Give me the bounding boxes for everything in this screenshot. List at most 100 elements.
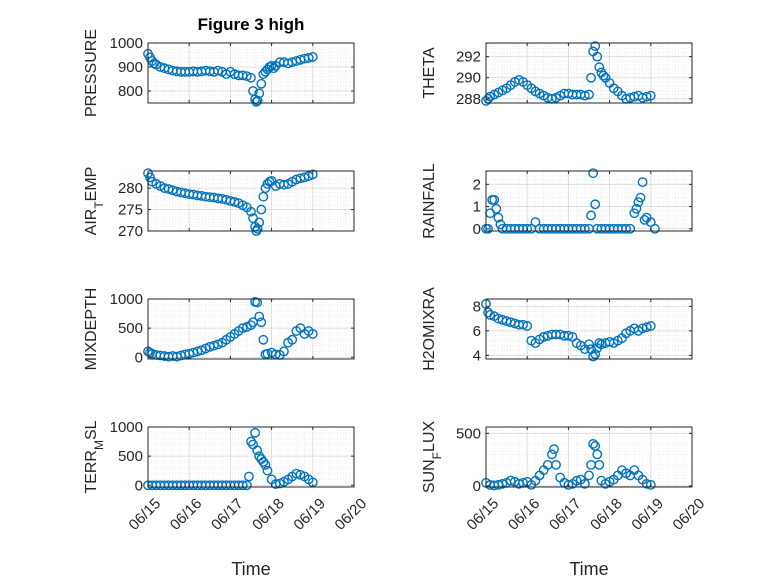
data-point <box>260 459 271 470</box>
y-tick-label: 500 <box>118 320 143 337</box>
data-point <box>579 478 590 489</box>
data-point <box>489 194 500 205</box>
data-point <box>586 210 596 221</box>
data-point <box>579 223 590 234</box>
y-tick-label: 1000 <box>110 291 143 308</box>
data-point <box>549 444 559 455</box>
data-point <box>588 168 599 179</box>
data-point <box>563 479 574 490</box>
data-point <box>592 51 603 62</box>
data-point <box>246 206 256 217</box>
y-tick-label: 1 <box>473 199 481 216</box>
axes-box <box>485 42 693 104</box>
data-point <box>584 89 594 100</box>
data-point <box>592 449 603 460</box>
y-tick-label: 0 <box>473 478 481 495</box>
data-point <box>241 480 252 491</box>
data-point <box>483 223 493 234</box>
data-point <box>307 52 318 62</box>
data-point <box>518 319 528 330</box>
data-point <box>586 72 596 83</box>
data-point <box>287 334 298 345</box>
data-point <box>594 338 605 348</box>
data-point <box>252 95 263 106</box>
y-axis-label: H2OMIXRA <box>421 287 438 371</box>
plot-area <box>148 427 354 487</box>
data-point <box>637 177 648 188</box>
data-point <box>237 480 248 491</box>
data-point <box>246 436 256 447</box>
data-point <box>192 346 203 357</box>
data-point <box>252 445 263 456</box>
panel-rainfall: 0 1 2 RAINFALL <box>421 163 693 239</box>
data-point <box>641 478 652 489</box>
x-tick-label: 06/19 <box>628 495 667 534</box>
y-axis-label: SUNFLUX <box>421 421 444 494</box>
y-tick-label: 292 <box>456 49 481 66</box>
data-point <box>497 478 508 489</box>
y-tick-label: 0 <box>473 221 481 238</box>
data-point <box>571 475 582 486</box>
data-point <box>264 62 275 72</box>
axes-box <box>147 426 355 488</box>
x-tick-label: 06/19 <box>290 495 329 534</box>
axes-box <box>485 298 693 360</box>
x-axis-label: Time <box>569 559 608 579</box>
data-point <box>625 223 636 234</box>
y-tick-label: 1000 <box>110 419 143 436</box>
axes-box <box>485 426 693 488</box>
data-point <box>256 204 267 215</box>
y-axis-label: THETA <box>421 47 438 99</box>
data-point <box>598 70 609 81</box>
data-point <box>522 321 533 331</box>
x-axis-label: Time <box>231 559 270 579</box>
data-point <box>213 65 223 76</box>
data-point <box>505 475 516 486</box>
data-point <box>266 60 277 71</box>
y-axis-label: MIXDEPTH <box>83 288 100 371</box>
data-point <box>254 88 265 99</box>
data-point <box>291 468 302 479</box>
axes-box <box>147 42 355 104</box>
data-point <box>594 459 605 470</box>
y-tick-label: 270 <box>118 223 143 240</box>
data-point <box>279 346 289 357</box>
data-point <box>303 52 314 63</box>
data-point <box>588 438 599 449</box>
data-point <box>246 320 256 331</box>
y-tick-label: 6 <box>473 323 481 340</box>
data-point <box>584 470 594 481</box>
y-tick-label: 0 <box>135 477 143 494</box>
data-point <box>254 217 265 228</box>
y-tick-label: 0 <box>135 349 143 366</box>
data-point <box>250 427 261 438</box>
data-point <box>645 90 656 101</box>
y-tick-label: 288 <box>456 91 481 108</box>
plot-area <box>486 171 692 231</box>
data-point <box>256 78 267 89</box>
y-tick-label: 900 <box>118 59 143 76</box>
data-point <box>633 197 644 208</box>
data-point <box>590 349 601 360</box>
x-tick-label: 06/18 <box>587 495 626 534</box>
data-point <box>299 172 310 183</box>
data-point <box>547 449 557 460</box>
y-axis-label: AIRTEMP <box>83 167 106 236</box>
data-point <box>590 41 601 52</box>
data-point <box>262 465 273 476</box>
y-tick-label: 1000 <box>110 35 143 52</box>
data-point <box>246 72 256 83</box>
data-point <box>639 214 650 225</box>
data-point <box>252 223 263 234</box>
data-point <box>307 329 318 339</box>
y-tick-label: 2 <box>473 176 481 193</box>
data-point <box>209 340 219 351</box>
figure-title: Figure 3 high <box>198 15 305 34</box>
panel-sun_flux: 0 500 06/15 06/16 06/17 06/18 06/19 06/20 SUNFLU… <box>421 421 708 579</box>
y-tick-label: 275 <box>118 202 143 219</box>
data-point <box>252 297 263 308</box>
data-point <box>522 223 533 234</box>
data-point <box>645 479 656 490</box>
data-point <box>258 457 269 467</box>
